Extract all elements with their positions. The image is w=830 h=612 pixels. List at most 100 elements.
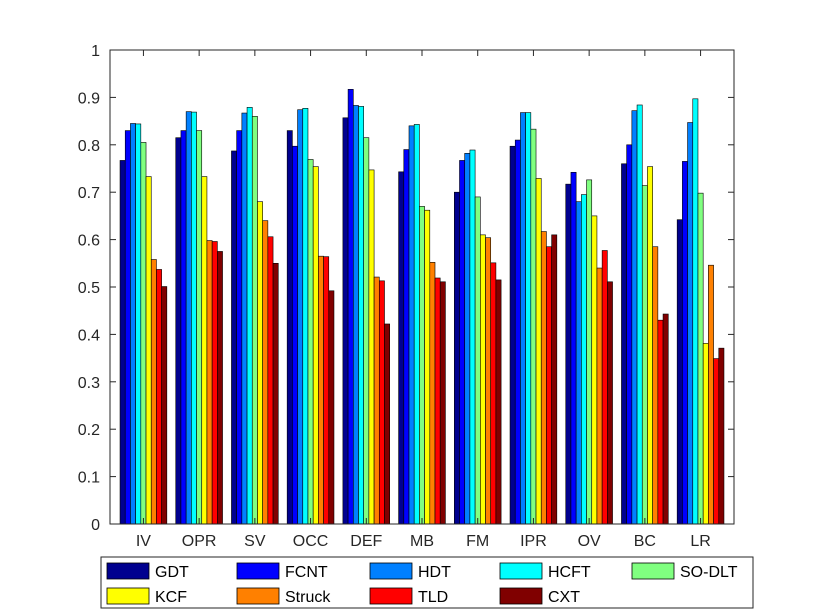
bar-fcnt-ov [570, 171, 577, 525]
bar-gdt-bc [621, 163, 627, 525]
bar-gdt-lr [676, 219, 683, 525]
bar-fcnt-ipr [514, 139, 521, 525]
bar-so-dlt-sv [251, 116, 258, 525]
x-tick-label-iv: IV [136, 533, 151, 550]
bar-fcnt-iv [124, 130, 131, 525]
y-tick-label: 0.6 [78, 233, 100, 250]
bar-struck-iv [150, 259, 157, 525]
bar-gdt-mb [398, 171, 405, 525]
x-tick-label-ipr: IPR [520, 533, 547, 550]
bar-so-dlt-ipr [530, 128, 537, 525]
bar-struck-sv [262, 220, 269, 525]
bar-hcft-ov [581, 194, 587, 525]
bar-hdt-ipr [520, 112, 526, 525]
bar-cxt-opr [217, 251, 223, 525]
bar-tld-sv [267, 236, 274, 525]
legend-swatch-cxt [499, 587, 543, 605]
bar-fcnt-def [347, 89, 354, 525]
bar-fcnt-fm [459, 160, 466, 525]
bar-tld-fm [490, 262, 497, 525]
bar-so-dlt-lr [697, 192, 704, 525]
bar-hcft-mb [413, 124, 420, 525]
legend-label-gdt: GDT [155, 564, 189, 581]
y-tick-label: 0.1 [78, 470, 100, 487]
bar-tld-mb [434, 277, 441, 525]
bar-fcnt-occ [292, 145, 298, 525]
bar-tld-iv [156, 269, 162, 525]
bar-kcf-ov [591, 215, 598, 525]
bar-hdt-occ [297, 109, 304, 525]
bar-cxt-occ [328, 290, 335, 525]
x-tick-label-mb: MB [410, 533, 434, 550]
legend-label-tld: TLD [418, 589, 448, 606]
bar-kcf-opr [201, 176, 208, 525]
legend-swatch-gdt [106, 562, 150, 580]
bar-so-dlt-opr [196, 130, 203, 525]
bar-tld-ov [601, 250, 608, 525]
bar-tld-bc [657, 319, 664, 525]
x-tick-label-bc: BC [634, 533, 656, 550]
bar-hcft-bc [636, 104, 643, 525]
bar-hdt-def [352, 105, 359, 525]
bar-hcft-lr [692, 98, 699, 525]
y-tick-label: 0.8 [78, 138, 100, 155]
x-tick-label-lr: LR [690, 533, 710, 550]
bar-gdt-opr [175, 137, 182, 525]
legend-label-hcft: HCFT [548, 564, 591, 581]
bar-hdt-fm [464, 153, 471, 525]
bar-hdt-sv [241, 112, 248, 525]
bar-cxt-def [384, 323, 390, 525]
bar-hcft-iv [135, 123, 142, 525]
bar-kcf-ipr [535, 178, 542, 525]
bar-so-dlt-mb [419, 206, 425, 525]
bar-so-dlt-ov [586, 179, 593, 525]
bar-kcf-fm [480, 234, 486, 525]
bar-gdt-sv [231, 150, 237, 525]
bar-so-dlt-def [363, 137, 370, 525]
bar-fcnt-mb [403, 149, 410, 525]
bar-hcft-def [358, 106, 364, 525]
y-tick-label: 0.2 [78, 422, 100, 439]
bar-struck-lr [708, 264, 714, 525]
bar-kcf-iv [145, 176, 152, 525]
bar-kcf-sv [257, 201, 263, 525]
legend-label-so-dlt: SO-DLT [680, 564, 738, 581]
bar-so-dlt-occ [307, 159, 314, 525]
bar-struck-fm [485, 237, 492, 525]
bar-tld-opr [211, 241, 218, 525]
bar-so-dlt-bc [641, 185, 648, 525]
bar-hcft-occ [302, 108, 309, 525]
bar-fcnt-bc [626, 144, 633, 525]
bar-cxt-bc [662, 313, 669, 525]
bar-struck-ipr [540, 231, 547, 525]
bar-hdt-lr [687, 122, 694, 525]
y-tick-label: 0 [91, 517, 100, 534]
bar-kcf-lr [702, 343, 709, 525]
bar-gdt-fm [454, 191, 460, 525]
axes-layer: 0 0.1 0.2 0.3 0.4 0.5 0.6 0.7 0.8 0.9 1 IV OPR SV OCC D… [78, 43, 735, 550]
bar-cxt-mb [439, 281, 446, 525]
bar-struck-ov [596, 267, 603, 525]
bar-cxt-ipr [551, 234, 558, 525]
y-tick-label: 0.7 [78, 185, 100, 202]
bar-hdt-iv [130, 123, 136, 525]
legend-swatch-so-dlt [631, 562, 675, 580]
bar-tld-occ [323, 256, 330, 525]
legend-swatch-kcf [106, 587, 150, 605]
y-tick-label: 0.4 [78, 327, 100, 344]
bar-hcft-sv [246, 107, 253, 525]
bar-hcft-fm [469, 149, 476, 525]
bar-gdt-ipr [509, 145, 516, 525]
bar-tld-ipr [546, 246, 552, 525]
bar-gdt-def [342, 117, 349, 525]
bar-hcft-ipr [525, 112, 532, 525]
bar-fcnt-lr [682, 161, 688, 525]
legend-swatch-hdt [369, 562, 413, 580]
bar-kcf-def [368, 169, 375, 525]
legend-box [100, 556, 754, 609]
y-tick-label: 0.5 [78, 280, 100, 297]
bar-cxt-fm [495, 279, 502, 525]
bar-struck-mb [429, 262, 436, 525]
bar-kcf-mb [424, 209, 431, 525]
